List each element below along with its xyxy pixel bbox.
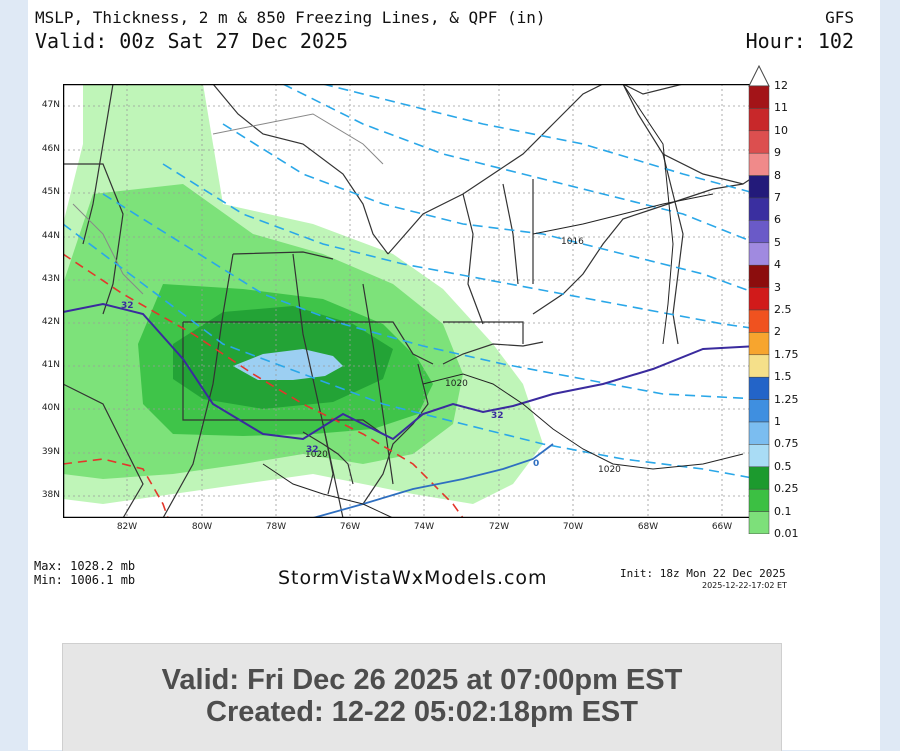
- model-name: GFS: [825, 8, 854, 27]
- lon-label: 74W: [413, 522, 435, 532]
- colorbar-top-arrow: [748, 64, 770, 87]
- colorbar-label: 1.75: [774, 347, 799, 361]
- colorbar-swatch: [748, 354, 770, 378]
- lat-label: 47N: [41, 100, 60, 110]
- colorbar-swatch: [748, 488, 770, 512]
- qpf-colorbar: [748, 64, 770, 534]
- colorbar-label: 10: [774, 123, 788, 137]
- colorbar-swatch: [748, 130, 770, 154]
- lon-label: 76W: [339, 522, 361, 532]
- valid-local-time: Valid: Fri Dec 26 2025 at 07:00pm EST: [161, 664, 683, 696]
- max-pressure: Max: 1028.2 mb: [34, 559, 136, 573]
- isobars: [262, 84, 744, 518]
- isobar-label: 1020: [305, 450, 328, 460]
- colorbar-swatch: [748, 444, 770, 468]
- lat-label: 45N: [41, 187, 60, 197]
- state-borders: [63, 84, 758, 518]
- colorbar-label: 9: [774, 146, 781, 160]
- colorbar-swatch: [748, 220, 770, 244]
- colorbar-label: 11: [774, 101, 788, 115]
- colorbar-swatch: [748, 511, 770, 534]
- colorbar-label: 5: [774, 235, 781, 249]
- freezing-label: 32: [306, 445, 319, 455]
- colorbar-label: 1.25: [774, 392, 799, 406]
- isobar-label: 1020: [598, 465, 621, 475]
- colorbar-swatch: [748, 152, 770, 176]
- graticule: [63, 84, 758, 518]
- lon-label: 72W: [488, 522, 510, 532]
- colorbar-label: 7: [774, 191, 781, 204]
- weather-map: 1020 1020 1020 1016 32 32 32 0: [63, 84, 759, 518]
- lat-label: 39N: [41, 447, 60, 457]
- lat-label: 43N: [41, 274, 60, 284]
- generation-timestamp: 2025-12-22-17:02 ET: [702, 581, 787, 590]
- colorbar-swatch: [748, 466, 770, 490]
- contour-labels: 1020 1020 1020 1016 32 32 32 0: [121, 237, 621, 475]
- lon-label: 70W: [562, 522, 584, 532]
- freezing-line-2m: [63, 302, 758, 441]
- colorbar-label: 1: [774, 415, 781, 428]
- min-pressure: Min: 1006.1 mb: [34, 573, 136, 587]
- lon-label: 68W: [637, 522, 659, 532]
- isobar-label: 1016: [561, 237, 584, 247]
- colorbar-swatch: [748, 376, 770, 400]
- map-title: MSLP, Thickness, 2 m & 850 Freezing Line…: [35, 8, 546, 27]
- colorbar-label: 0.01: [774, 527, 799, 540]
- colorbar-label: 0.75: [774, 437, 799, 451]
- colorbar-label: 12: [774, 79, 788, 92]
- freezing-label: 32: [491, 411, 504, 421]
- freezing-line-850-south: [63, 458, 169, 518]
- colorbar-label: 0.5: [774, 459, 792, 473]
- qpf-area-blue: [233, 349, 343, 380]
- lon-label: 80W: [191, 522, 213, 532]
- colorbar-swatch: [748, 309, 770, 333]
- colorbar-swatch: [748, 175, 770, 199]
- lon-label: 78W: [265, 522, 287, 532]
- colorbar-label: 2.5: [774, 303, 792, 316]
- colorbar-label: 1.5: [774, 370, 792, 384]
- site-watermark: StormVistaWxModels.com: [278, 567, 548, 589]
- colorbar-label: 0.25: [774, 482, 799, 496]
- freezing-line-850: [63, 253, 464, 518]
- lat-label: 40N: [41, 403, 60, 413]
- colorbar-swatch: [748, 108, 770, 132]
- colorbar-label: 8: [774, 168, 781, 182]
- great-lakes: [72, 113, 384, 295]
- colorbar-label: 2: [774, 325, 781, 339]
- colorbar-swatch: [748, 287, 770, 311]
- colorbar-swatch: [748, 85, 770, 109]
- thickness-lines: [63, 84, 758, 480]
- colorbar-label: 0.1: [774, 504, 792, 518]
- init-time: Init: 18z Mon 22 Dec 2025: [620, 567, 786, 580]
- valid-time: Valid: 00z Sat 27 Dec 2025: [35, 29, 349, 53]
- lat-label: 46N: [41, 144, 60, 154]
- colorbar-label: 3: [774, 280, 781, 294]
- lat-label: 44N: [41, 231, 60, 241]
- zero-label: 0: [533, 459, 539, 469]
- lat-label: 42N: [41, 317, 60, 327]
- lat-label: 41N: [41, 360, 60, 370]
- lon-label: 66W: [711, 522, 733, 532]
- freezing-label: 32: [121, 301, 134, 311]
- colorbar-label: 6: [774, 213, 781, 227]
- valid-info-box: Valid: Fri Dec 26 2025 at 07:00pm EST Cr…: [62, 643, 782, 751]
- created-time: Created: 12-22 05:02:18pm EST: [206, 696, 638, 728]
- lat-label: 38N: [41, 490, 60, 500]
- colorbar-swatch: [748, 264, 770, 288]
- forecast-hour: Hour: 102: [745, 29, 854, 53]
- colorbar-swatch: [748, 399, 770, 423]
- colorbar-swatch: [748, 242, 770, 266]
- colorbar-swatch: [748, 332, 770, 356]
- lon-label: 82W: [116, 522, 138, 532]
- colorbar-swatch: [748, 197, 770, 221]
- colorbar-label: 4: [774, 258, 781, 272]
- isobar-label: 1020: [445, 379, 468, 389]
- colorbar-swatch: [748, 421, 770, 445]
